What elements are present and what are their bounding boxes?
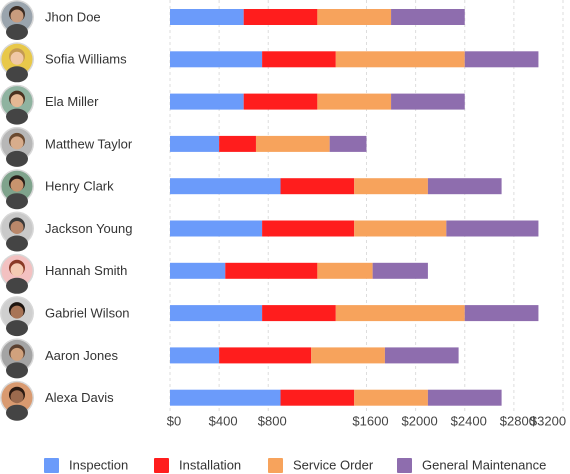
avatar-body: [6, 362, 28, 379]
category-label: Alexa Davis: [45, 390, 114, 405]
bar-segment: [335, 51, 465, 68]
bar-segment: [262, 51, 336, 68]
bar-segment: [464, 51, 539, 68]
x-tick-label: $800: [258, 413, 287, 428]
avatar-face: [10, 390, 24, 404]
avatar: [0, 253, 34, 294]
bar-segment: [170, 178, 281, 195]
bar-segment: [262, 305, 336, 322]
avatar-face: [10, 136, 24, 150]
x-tick-label: $0: [167, 413, 181, 428]
avatar: [0, 42, 34, 83]
x-tick-label: $3200: [530, 413, 566, 428]
avatar-face: [10, 9, 24, 23]
bar-segment: [262, 220, 355, 237]
bar-segment: [170, 9, 244, 25]
legend-swatch: [268, 458, 283, 473]
avatar: [0, 211, 34, 252]
avatar-face: [10, 51, 24, 65]
category-label: Jhon Doe: [45, 9, 101, 24]
bar-segment: [170, 262, 226, 279]
bar-segment: [170, 135, 220, 152]
bar-segment: [225, 262, 318, 279]
x-tick-label: $2000: [402, 413, 438, 428]
bar-segment: [219, 135, 256, 152]
avatar-body: [6, 193, 28, 210]
category-label: Henry Clark: [45, 179, 114, 194]
bar-segment: [464, 305, 539, 322]
bar-segment: [354, 389, 428, 406]
bar-segment: [354, 220, 447, 237]
avatar: [0, 296, 34, 337]
bar-segment: [427, 389, 502, 406]
avatar-body: [6, 24, 28, 40]
avatar: [0, 126, 34, 167]
category-label: Jackson Young: [45, 221, 132, 236]
bar-segment: [170, 93, 244, 110]
avatar-body: [6, 277, 28, 294]
bar-segment: [317, 9, 392, 25]
avatar-body: [6, 404, 28, 421]
avatar-face: [10, 178, 24, 192]
category-label: Sofia Williams: [45, 52, 127, 67]
legend-label: General Maintenance: [422, 457, 546, 472]
bar-segment: [384, 347, 459, 364]
avatar: [0, 338, 34, 379]
avatar-face: [10, 263, 24, 277]
bar-segment: [317, 93, 392, 110]
x-tick-label: $400: [209, 413, 238, 428]
bar-segment: [170, 305, 263, 322]
x-tick-label: $2800: [500, 413, 536, 428]
avatar-face: [10, 305, 24, 319]
avatar: [0, 380, 34, 421]
bar-segment: [446, 220, 539, 237]
bar-segment: [280, 389, 355, 406]
category-label: Gabriel Wilson: [45, 306, 130, 321]
avatar-body: [6, 320, 28, 337]
avatar-face: [10, 94, 24, 108]
bar-segment: [243, 9, 318, 25]
bar-segment: [311, 347, 385, 364]
avatar-face: [10, 221, 24, 234]
category-label: Ela Miller: [45, 94, 99, 109]
bar-segment: [219, 347, 312, 364]
legend-swatch: [44, 458, 59, 473]
bar-segment: [255, 135, 330, 152]
avatar: [0, 0, 34, 40]
bar-segment: [280, 178, 355, 195]
legend-label: Inspection: [69, 457, 128, 472]
x-tick-label: $1600: [352, 413, 388, 428]
bar-segment: [335, 305, 465, 322]
avatar-body: [6, 66, 28, 83]
bar-segment: [329, 135, 367, 152]
avatar-body: [6, 108, 28, 125]
category-label: Aaron Jones: [45, 348, 118, 363]
legend-swatch: [397, 458, 412, 473]
bar-segment: [170, 347, 220, 364]
avatar: [0, 84, 34, 125]
legend-label: Installation: [179, 457, 241, 472]
bar-segment: [170, 220, 263, 237]
avatar-body: [6, 150, 28, 167]
avatar-body: [6, 235, 28, 252]
legend-label: Service Order: [293, 457, 374, 472]
avatar-face: [10, 347, 24, 361]
bar-segment: [317, 262, 373, 279]
bar-segment: [170, 51, 263, 68]
bar-segment: [372, 262, 428, 279]
bar-segment: [170, 389, 281, 406]
bar-segment: [391, 9, 465, 25]
bar-segment: [354, 178, 428, 195]
bar-segment: [427, 178, 502, 195]
legend-swatch: [154, 458, 169, 473]
bar-segment: [243, 93, 318, 110]
bar-segment: [391, 93, 465, 110]
avatar: [0, 169, 34, 210]
category-label: Hannah Smith: [45, 263, 127, 278]
x-tick-label: $2400: [451, 413, 487, 428]
category-label: Matthew Taylor: [45, 136, 133, 151]
